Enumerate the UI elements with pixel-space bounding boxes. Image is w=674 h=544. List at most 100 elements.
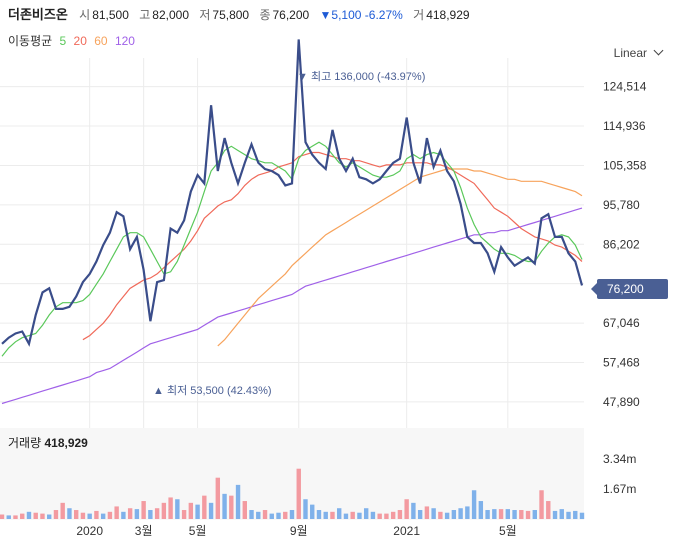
volume-bar (215, 477, 221, 519)
volume-bar (175, 499, 180, 519)
volume-bar (0, 514, 5, 519)
volume-bar (154, 508, 160, 519)
volume-bar (438, 511, 443, 519)
open-value: 81,500 (92, 8, 129, 22)
y-tick-label: 95,780 (603, 198, 640, 212)
volume-bar (552, 510, 558, 519)
volume-bar (485, 510, 490, 519)
volume-bar (357, 512, 362, 519)
y-tick-label: 105,358 (603, 158, 647, 172)
volume-label: 거 (413, 8, 425, 22)
y-tick-label: 114,936 (603, 119, 646, 133)
volume-panel-title: 거래량 418,929 (8, 434, 88, 451)
volume-bar (411, 502, 416, 519)
volume-bar (323, 511, 328, 519)
volume-bar (242, 501, 247, 519)
volume-bar (512, 510, 517, 519)
volume-bar (20, 513, 25, 519)
volume-bar (53, 510, 59, 519)
volume-bar (222, 493, 227, 519)
x-tick-label: 3월 (135, 524, 153, 538)
volume-bar (80, 512, 86, 519)
volume-bar (229, 495, 234, 519)
volume-bar (397, 510, 403, 519)
volume-bar (121, 511, 126, 519)
volume-bar (559, 509, 564, 519)
volume-bar (431, 508, 436, 519)
low-annotation: ▲ 최저 53,500 (42.43%) (153, 384, 272, 397)
volume-bar (208, 502, 214, 519)
volume-bar (546, 501, 551, 519)
volume-panel-bg (0, 428, 584, 520)
volume-bar (67, 508, 72, 519)
volume-bar (256, 511, 261, 519)
volume-bar (451, 510, 457, 519)
low-value: 75,800 (212, 8, 250, 22)
current-price-badge: 76,200 (591, 279, 668, 299)
volume-bar (134, 509, 140, 519)
volume-bar (525, 510, 531, 519)
open-label: 시 (79, 8, 91, 22)
volume-panel-label: 거래량 (8, 436, 42, 450)
high-label: 고 (139, 8, 151, 22)
x-tick-label: 9월 (290, 524, 308, 538)
volume-bar (26, 511, 32, 519)
volume-bar (249, 510, 254, 519)
volume-bar (424, 506, 430, 519)
y-tick-label: 67,046 (603, 316, 640, 330)
volume-bar (384, 513, 389, 519)
y-tick-label: 86,202 (603, 237, 640, 251)
volume-bar (566, 511, 571, 519)
volume-bar (269, 513, 274, 519)
volume-bar (417, 510, 423, 519)
high-value: 82,000 (152, 8, 189, 22)
volume-tick-label: 3.34m (603, 452, 636, 466)
volume-bar (168, 497, 173, 519)
volume-bar (181, 510, 187, 519)
x-tick-label: 2021 (393, 524, 420, 538)
volume-bar (148, 510, 153, 519)
volume-bar (458, 508, 463, 519)
volume-bar (343, 513, 349, 519)
volume-bar (337, 508, 342, 519)
volume-bar (100, 513, 106, 519)
ma-20: 20 (73, 34, 87, 48)
volume-bar (47, 514, 52, 519)
volume-bar (465, 506, 470, 519)
volume-bar (471, 490, 477, 519)
volume-bar (377, 513, 382, 519)
volume-tick-label: 1.67m (603, 482, 636, 496)
ma-legend-label: 이동평균 (8, 34, 53, 48)
low-label: 저 (199, 8, 211, 22)
volume-bar (60, 502, 65, 519)
ma20-line (82, 151, 583, 341)
volume-bar (13, 515, 18, 519)
high-annotation: ▼ 최고 136,000 (-43.97%) (297, 70, 425, 83)
y-tick-label: 57,468 (603, 355, 640, 369)
volume-bar (188, 502, 194, 519)
scale-dropdown[interactable]: Linear (614, 45, 664, 60)
ma-legend[interactable]: 이동평균 5 20 60 120 (8, 32, 139, 49)
volume-bar (73, 510, 79, 519)
volume-bar (40, 513, 45, 519)
volume-bar (478, 501, 484, 519)
volume-bar (404, 499, 409, 519)
ma-60: 60 (94, 34, 108, 48)
volume-value: 418,929 (426, 8, 470, 22)
x-tick-label: 5월 (499, 524, 517, 538)
volume-bar (573, 510, 578, 519)
volume-bar (114, 506, 119, 519)
volume-bar (316, 510, 322, 519)
ma-5: 5 (59, 34, 67, 48)
volume-bar (262, 510, 268, 519)
volume-bar (303, 499, 308, 519)
volume-bar (505, 509, 511, 519)
volume-bar (107, 511, 113, 519)
close-value: 76,200 (272, 8, 310, 22)
volume-bar (532, 510, 537, 519)
volume-bar (363, 508, 369, 519)
volume-bar (444, 512, 450, 519)
volume-bar (289, 510, 295, 519)
ma60-line (217, 168, 583, 347)
